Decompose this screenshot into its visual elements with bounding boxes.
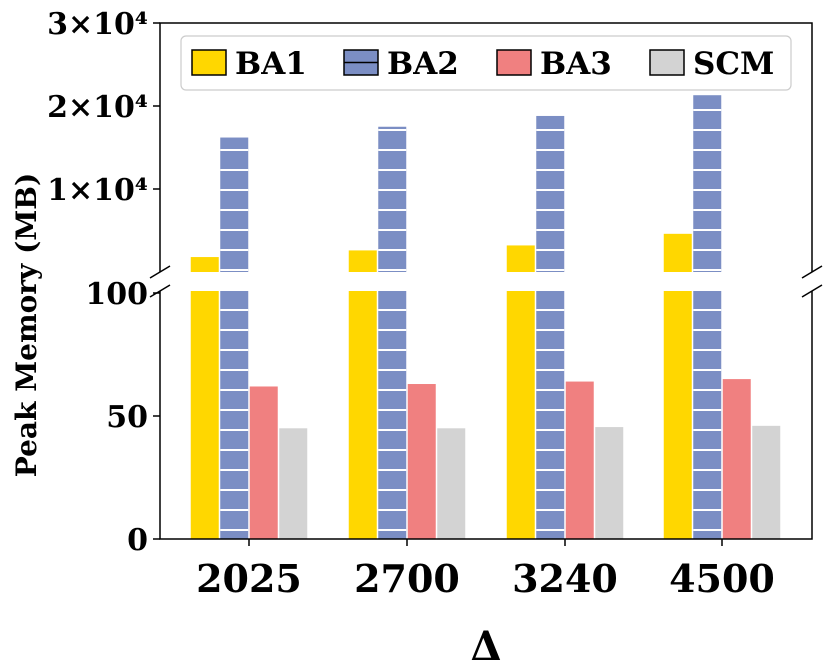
bar-ba1-3240-upper [506,245,535,272]
lower-panel-bars [190,291,781,539]
upper-panel-frame [159,22,813,272]
y-tick-label-lower-100: 100 [85,277,148,312]
bar-ba3-2025-lower [249,386,278,539]
bar-ba1-4500-upper [663,233,692,272]
bar-ba2-2025-upper-hatch [220,137,249,272]
bar-ba1-2700-upper [348,250,377,272]
bar-ba1-2025-upper [190,257,219,272]
bar-ba2-4500-lower-hatch [693,291,722,539]
legend-label-ba2: BA2 [387,46,459,82]
bar-ba2-3240-lower-hatch [536,291,565,539]
bar-ba1-2025-lower [190,291,219,539]
x-axis-label: Δ [470,623,501,670]
x-tick-label-2700: 2700 [354,556,460,601]
x-tick-label-3240: 3240 [512,556,618,601]
bar-ba2-3240-upper-hatch [536,115,565,273]
bar-ba2-4500-upper-hatch [693,95,722,273]
x-tick-label-4500: 4500 [669,556,775,601]
axis-break-marks [149,265,823,298]
bar-scm-3240-lower [595,427,624,539]
y-axis-label: Peak Memory (MB) [10,173,43,477]
legend: BA1 BA2 BA3 SCM [180,35,792,91]
bar-scm-2700-lower [437,428,466,539]
upper-panel-bars [190,95,722,273]
legend-swatch-ba3 [496,49,532,76]
bar-ba3-4500-lower [722,379,751,539]
y-tick-label-lower-50: 50 [106,400,148,435]
bar-ba1-3240-lower [506,291,535,539]
bar-ba1-4500-lower [663,291,692,539]
bar-scm-4500-lower [752,425,781,539]
y-tick-label-lower-0: 0 [127,523,148,558]
bar-ba2-2025-lower-hatch [220,291,249,539]
y-axis-ticks: 0 50 100 1×10⁴ 2×10⁴ 3×10⁴ [47,7,160,558]
lower-panel-frame [159,291,813,540]
y-tick-label-upper-10000: 1×10⁴ [47,173,148,208]
bar-ba2-2700-upper-hatch [378,126,407,272]
bar-ba1-2700-lower [348,291,377,539]
bar-ba2-2700-lower-hatch [378,291,407,539]
legend-swatch-scm [649,49,685,76]
y-tick-label-upper-30000: 3×10⁴ [47,7,148,42]
bar-scm-2025-lower [279,428,308,539]
legend-box [180,35,792,91]
legend-label-ba1: BA1 [235,46,307,82]
legend-label-ba3: BA3 [540,46,612,82]
bar-ba3-3240-lower [565,381,594,539]
x-tick-label-2025: 2025 [196,556,302,601]
y-tick-label-upper-20000: 2×10⁴ [47,90,148,125]
bar-ba3-2700-lower [407,384,436,539]
legend-label-scm: SCM [693,46,774,82]
x-axis-ticks: 2025 2700 3240 4500 [196,539,775,601]
legend-swatch-ba1 [191,49,227,76]
